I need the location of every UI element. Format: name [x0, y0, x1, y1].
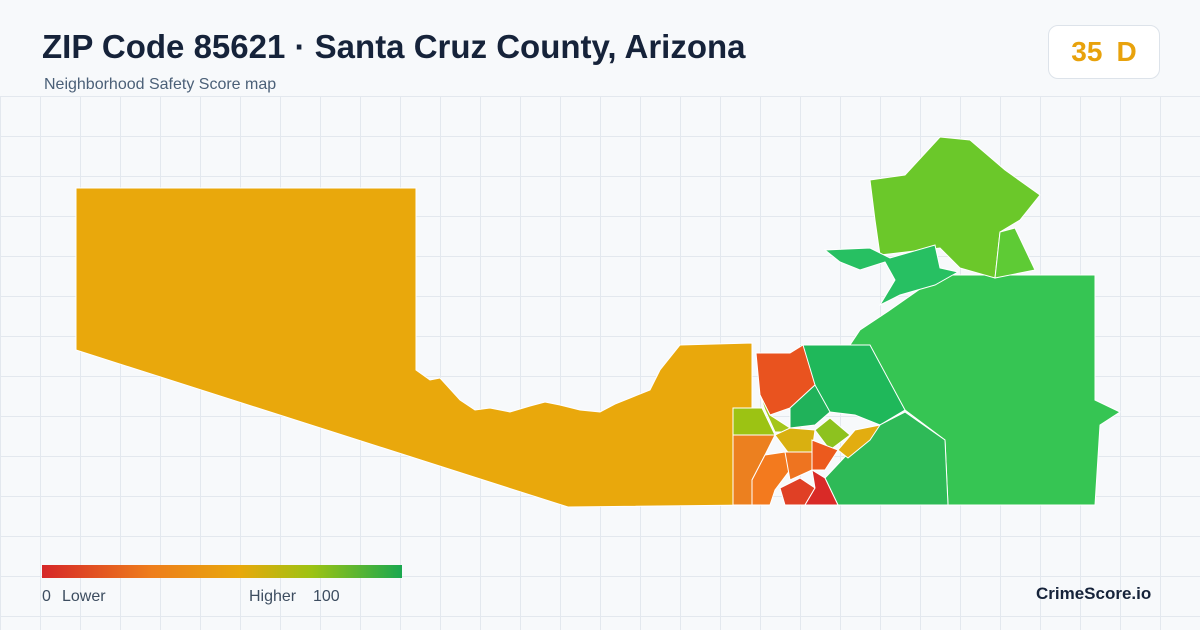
- region: [994, 227, 1036, 279]
- legend-gradient: [42, 565, 402, 578]
- score-badge: 35 D: [1048, 25, 1160, 79]
- title: ZIP Code 85621 · Santa Cruz County, Ariz…: [42, 28, 746, 65]
- region: [869, 136, 1041, 279]
- score-value: 35: [1071, 36, 1103, 67]
- legend-max-label: Higher: [249, 588, 297, 605]
- region: [751, 451, 791, 506]
- region: [789, 384, 831, 429]
- region: [75, 187, 753, 508]
- legend-min: 0: [42, 588, 51, 605]
- region: [837, 424, 882, 459]
- legend-max: 100: [313, 588, 340, 605]
- brand: CrimeScore.io: [1036, 584, 1152, 603]
- subtitle: Neighborhood Safety Score map: [44, 76, 277, 93]
- legend-min-label: Lower: [62, 588, 106, 605]
- region: [774, 427, 816, 456]
- region: [811, 439, 839, 471]
- region: [823, 244, 960, 307]
- score-grade: D: [1116, 36, 1137, 67]
- region: [814, 417, 851, 451]
- region: [804, 468, 839, 506]
- region: [784, 451, 813, 481]
